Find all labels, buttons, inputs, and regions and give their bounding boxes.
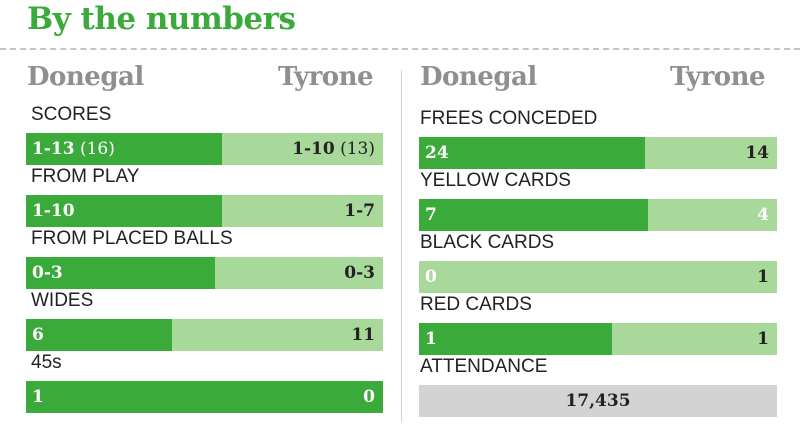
right-frees-conceded-home-fill [419, 137, 645, 169]
left-wides-bar: 6 11 [26, 319, 383, 351]
left-wides-home-fill [26, 319, 173, 351]
right-away-team: Tyrone [670, 62, 766, 92]
left-45s-away-value: 0 [363, 387, 375, 407]
left-scores-bar: 1-13 (16) 1-10 (13) [26, 133, 383, 165]
left-wides-home-value: 6 [32, 325, 44, 345]
right-red-cards-away-value: 1 [757, 329, 769, 349]
column-divider [401, 70, 402, 422]
right-black-cards-home-value: 0 [425, 267, 437, 287]
left-wides-label: WIDES [31, 290, 94, 311]
right-frees-conceded-away-value: 14 [745, 143, 769, 163]
attendance-value: 17,435 [565, 391, 631, 411]
right-red-cards-home-value: 1 [425, 329, 437, 349]
left-home-team: Donegal [27, 62, 144, 92]
left-scores-home-value: 1-13 (16) [32, 139, 115, 159]
right-frees-conceded-label: FREES CONCEDED [420, 108, 598, 129]
left-from-placed-balls-home-value: 0-3 [32, 263, 63, 283]
left-scores-away-total: (13) [334, 139, 375, 159]
left-from-placed-balls-away-value: 0-3 [344, 263, 375, 283]
left-away-team: Tyrone [278, 62, 374, 92]
right-frees-conceded-home-value: 24 [425, 143, 449, 163]
attendance-label: ATTENDANCE [420, 356, 548, 377]
left-from-placed-balls-label: FROM PLACED BALLS [31, 228, 233, 249]
left-from-placed-balls-bar: 0-3 0-3 [26, 257, 383, 289]
left-wides-away-value: 11 [351, 325, 375, 345]
left-scores-home-fill [26, 133, 223, 165]
left-scores-home-total: (16) [74, 139, 115, 159]
right-yellow-cards-home-fill [419, 199, 649, 231]
left-scores-label: SCORES [31, 104, 112, 125]
right-black-cards-label: BLACK CARDS [420, 232, 555, 253]
right-red-cards-label: RED CARDS [420, 294, 532, 315]
right-yellow-cards-home-value: 7 [425, 205, 437, 225]
left-scores-away-value: 1-10 (13) [292, 139, 375, 159]
right-yellow-cards-label: YELLOW CARDS [420, 170, 571, 191]
left-from-play-away-value: 1-7 [344, 201, 375, 221]
left-45s-label: 45s [31, 352, 62, 373]
page-title: By the numbers [27, 1, 296, 37]
attendance-bar: 17,435 [419, 385, 777, 417]
left-45s-home-value: 1 [32, 387, 44, 407]
right-black-cards-away-value: 1 [757, 267, 769, 287]
left-from-play-bar: 1-10 1-7 [26, 195, 383, 227]
right-home-team: Donegal [420, 62, 537, 92]
right-red-cards-home-fill [419, 323, 613, 355]
left-from-placed-balls-home-fill [26, 257, 216, 289]
left-from-play-label: FROM PLAY [31, 166, 140, 187]
title-divider [0, 48, 800, 50]
left-from-play-home-value: 1-10 [32, 201, 75, 221]
left-45s-home-fill [26, 381, 383, 413]
left-from-play-home-fill [26, 195, 223, 227]
right-yellow-cards-away-value: 4 [757, 205, 769, 225]
right-frees-conceded-bar: 24 14 [419, 137, 777, 169]
